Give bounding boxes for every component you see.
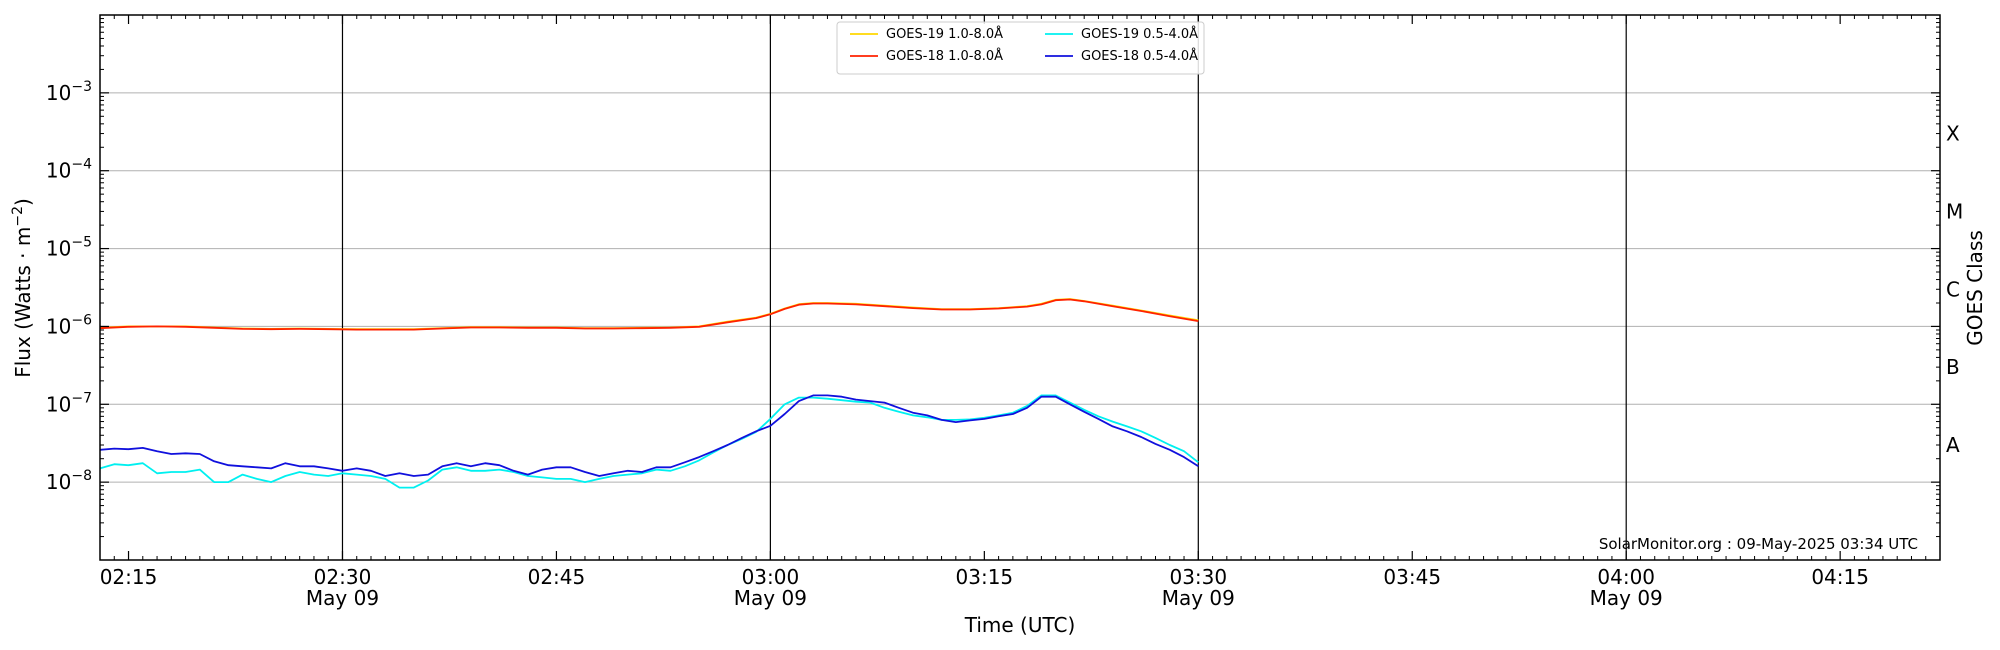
x-tick-date: May 09 xyxy=(734,586,807,610)
y-tick-base: 10 xyxy=(46,314,71,338)
x-tick-label: 02:45 xyxy=(528,565,586,589)
y-tick-label: 10−8 xyxy=(46,468,92,494)
x-tick-label: 03:30 xyxy=(1169,565,1227,589)
y-tick-label: 10−4 xyxy=(46,157,92,183)
x-axis-title: Time (UTC) xyxy=(964,613,1076,637)
x-tick-date: May 09 xyxy=(306,586,379,610)
x-tick-label: 02:30 xyxy=(314,565,372,589)
legend-label: GOES-18 0.5-4.0Å xyxy=(1081,48,1198,64)
y-tick-label: 10−5 xyxy=(46,235,92,261)
y-tick-exponent: −8 xyxy=(71,468,92,484)
legend-label: GOES-18 1.0-8.0Å xyxy=(886,48,1003,64)
x-tick-date: May 09 xyxy=(1162,586,1235,610)
y-tick-base: 10 xyxy=(46,237,71,261)
y-axis-title: Flux (Watts · m−2) xyxy=(10,198,35,378)
y-tick-base: 10 xyxy=(46,81,71,105)
y-tick-base: 10 xyxy=(46,159,71,183)
series-line xyxy=(99,298,1199,331)
legend-box xyxy=(836,21,1205,75)
y-tick-base: 10 xyxy=(46,392,71,416)
y-tick-label: 10−3 xyxy=(46,79,92,105)
x-tick-date: May 09 xyxy=(1590,586,1663,610)
x-tick-label: 04:15 xyxy=(1811,565,1869,589)
y2-axis-title: GOES Class xyxy=(1963,230,1987,346)
y-axis-title-main: Flux (Watts · m xyxy=(11,227,35,378)
y-tick-base: 10 xyxy=(46,470,71,494)
y-axis-title-text: Flux (Watts · m−2) xyxy=(10,198,35,378)
y-tick-label: 10−7 xyxy=(46,390,92,416)
legend-label: GOES-19 0.5-4.0Å xyxy=(1081,26,1198,42)
legend: GOES-19 1.0-8.0Å GOES-18 1.0-8.0Å GOES-19 … xyxy=(836,21,1205,75)
x-tick-label: 03:00 xyxy=(742,565,800,589)
series-lines xyxy=(99,298,1199,489)
series-line xyxy=(99,394,1199,477)
y-tick-exponent: −5 xyxy=(71,235,92,251)
x-tick-label: 03:45 xyxy=(1383,565,1441,589)
gridlines xyxy=(100,15,1940,560)
goes-class-label: X xyxy=(1946,122,1960,146)
legend-label: GOES-19 1.0-8.0Å xyxy=(886,26,1003,42)
goes-class-label: C xyxy=(1946,277,1960,301)
y-tick-exponent: −6 xyxy=(71,312,92,328)
y-tick-exponent: −3 xyxy=(71,79,92,95)
y-tick-exponent: −4 xyxy=(71,157,92,173)
goes-class-label: M xyxy=(1946,199,1963,223)
series-line xyxy=(99,394,1199,489)
goes-class-label: B xyxy=(1946,355,1960,379)
x-tick-label: 04:00 xyxy=(1597,565,1655,589)
credit-text: SolarMonitor.org : 09-May-2025 03:34 UTC xyxy=(1599,535,1918,553)
y-axis-title-superscript: −2 xyxy=(10,206,26,227)
y-axis-title-close: ) xyxy=(11,198,35,206)
plot-frame xyxy=(99,14,1941,561)
x-tick-label: 02:15 xyxy=(100,565,158,589)
y-tick-label: 10−6 xyxy=(46,312,92,338)
y-tick-exponent: −7 xyxy=(71,390,92,406)
goes-class-label: A xyxy=(1946,433,1960,457)
x-tick-label: 03:15 xyxy=(956,565,1014,589)
